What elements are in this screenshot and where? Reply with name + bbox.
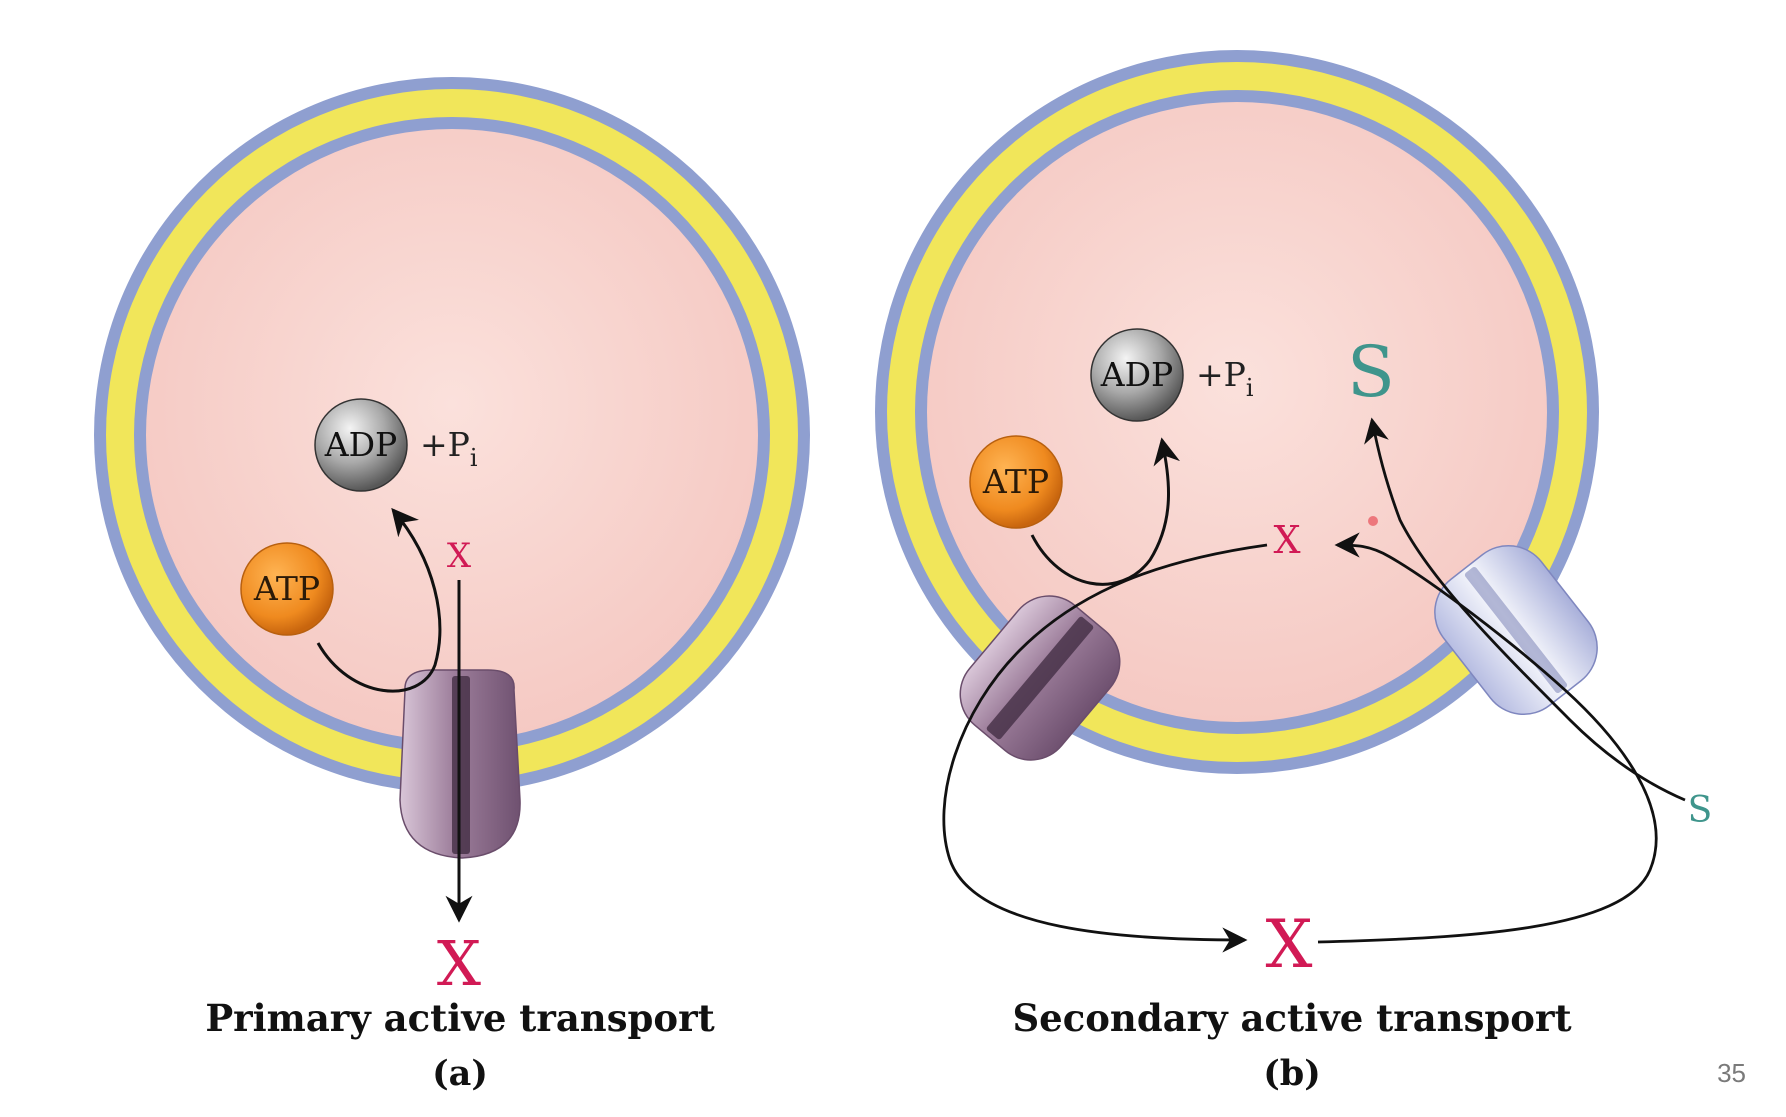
x-inside-label-b: X xyxy=(1273,518,1300,562)
adp-label-a: ADP xyxy=(324,425,398,464)
s-inside-label-b: S xyxy=(1347,331,1395,413)
atp-hydrolysis-arrow-a xyxy=(316,507,442,693)
adp-molecule-a: ADP xyxy=(314,398,408,492)
cursor-dot xyxy=(1368,516,1378,526)
atp-hydrolysis-arrow-b xyxy=(1030,437,1181,586)
panel-b-letter: (b) xyxy=(1263,1053,1321,1094)
atp-label-a: ATP xyxy=(253,569,320,608)
pi-label-b: +Pi xyxy=(1196,355,1254,402)
s-symport-arrow-b xyxy=(1364,417,1686,802)
panel-b-secondary-active-transport: ADP +Pi ATP S X X S Secondary active tra… xyxy=(875,50,1712,1094)
x-symport-return-arrow-b xyxy=(1317,532,1658,944)
x-outside-label-a: X xyxy=(437,927,481,1000)
atp-molecule-b: ATP xyxy=(969,435,1063,529)
atp-pump-b xyxy=(959,595,1121,761)
cytoplasm-b xyxy=(927,102,1547,722)
pi-label-a: +Pi xyxy=(420,425,478,472)
panel-a-primary-active-transport: ADP +Pi ATP X X Primary active transport… xyxy=(94,77,810,1094)
slide-number: 35 xyxy=(1717,1058,1746,1088)
cell-b xyxy=(875,50,1599,774)
panel-b-title: Secondary active transport xyxy=(1012,996,1571,1040)
panel-a-letter: (a) xyxy=(432,1053,488,1094)
x-export-loop-arrow-b xyxy=(942,543,1268,953)
adp-label-b: ADP xyxy=(1100,355,1174,394)
adp-molecule-b: ADP xyxy=(1090,328,1184,422)
x-outside-label-b: X xyxy=(1266,906,1313,983)
panel-a-title: Primary active transport xyxy=(205,996,714,1040)
x-inside-label-a: X xyxy=(447,536,472,576)
atp-molecule-a: ATP xyxy=(240,542,334,636)
atp-label-b: ATP xyxy=(982,462,1049,501)
s-outside-label-b: S xyxy=(1688,790,1713,831)
symporter-b xyxy=(1434,544,1598,716)
